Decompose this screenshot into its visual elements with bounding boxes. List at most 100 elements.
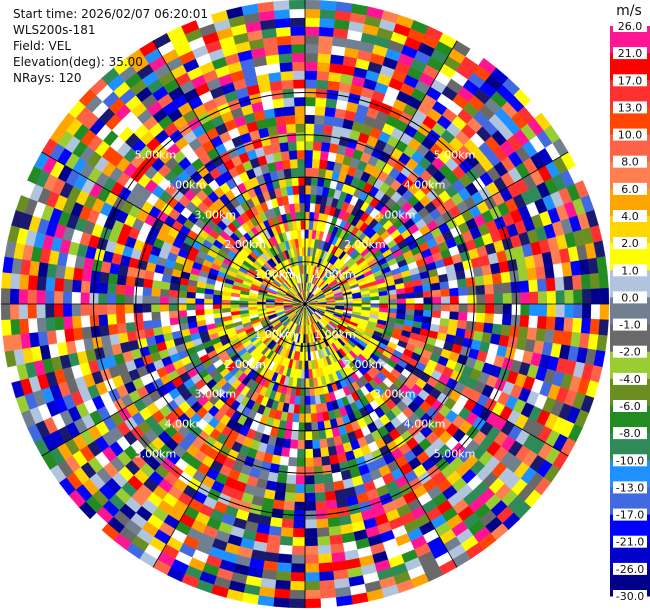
radar-gate xyxy=(312,141,323,152)
radar-gate xyxy=(63,328,75,343)
radar-gate xyxy=(317,61,331,73)
radar-gate xyxy=(221,307,231,313)
radar-gate xyxy=(501,282,512,294)
radar-gate xyxy=(285,474,297,485)
radar-gate xyxy=(195,309,205,316)
station-name-text: WLS200s-181 xyxy=(13,23,96,37)
radar-gate xyxy=(296,448,306,459)
radar-gate xyxy=(328,454,340,465)
radar-gate xyxy=(439,281,450,290)
radar-gate xyxy=(279,141,290,153)
radar-gate xyxy=(2,334,14,352)
radar-gate xyxy=(529,303,539,317)
radar-gate xyxy=(63,265,75,280)
radar-gate xyxy=(257,595,275,607)
radar-gate xyxy=(284,105,296,116)
radar-gate xyxy=(449,295,460,305)
radar-gate xyxy=(203,298,214,305)
radar-gate xyxy=(311,167,320,178)
radar-gate xyxy=(304,61,318,72)
radar-gate xyxy=(285,123,297,134)
radar-gate xyxy=(449,303,460,313)
radar-gate xyxy=(554,276,565,292)
radar-gate xyxy=(413,285,424,293)
radar-gate xyxy=(125,275,136,287)
radar-gate xyxy=(311,158,321,169)
radar-gate xyxy=(483,274,494,286)
radar-gate xyxy=(133,312,144,323)
radar-gate xyxy=(269,134,280,145)
radar-gate xyxy=(142,295,152,305)
radar-gate xyxy=(297,431,306,441)
radar-gate xyxy=(186,315,197,323)
radar-gate xyxy=(304,96,316,107)
radar-gate xyxy=(599,303,610,321)
radar-gate xyxy=(266,62,281,74)
start-time-text: Start time: 2026/02/07 06:20:01 xyxy=(13,7,208,21)
radar-gate xyxy=(414,303,424,311)
radar-gate xyxy=(304,229,310,239)
radar-gate xyxy=(9,303,20,320)
radar-gate xyxy=(276,35,292,46)
radar-gate xyxy=(322,473,334,484)
radar-gate xyxy=(159,303,169,312)
radar-gate xyxy=(298,185,306,195)
radar-gate xyxy=(314,492,326,503)
radar-gate xyxy=(203,303,214,310)
radar-gate xyxy=(304,589,321,600)
radar-gate xyxy=(278,544,293,555)
range-ring-label: 5.00km xyxy=(135,448,177,461)
radar-gate xyxy=(335,1,353,13)
radar-gate xyxy=(304,114,316,124)
radar-gate xyxy=(36,275,47,291)
radar-gate xyxy=(273,9,291,20)
radar-gate xyxy=(159,310,170,320)
radar-gate xyxy=(280,70,294,81)
radar-gate xyxy=(275,26,292,37)
radar-gate xyxy=(298,413,306,423)
radar-gate xyxy=(168,296,178,305)
radar-gate xyxy=(304,141,314,151)
radar-gate xyxy=(500,324,511,337)
radar-gate xyxy=(290,35,306,45)
range-ring-label: 3.00km xyxy=(374,208,416,221)
radar-gate xyxy=(177,297,187,305)
radar-gate xyxy=(294,96,306,107)
radar-gate xyxy=(293,194,300,204)
radar-gate xyxy=(290,430,299,441)
radar-gate xyxy=(186,291,196,299)
radar-gate xyxy=(311,439,321,450)
radar-gate xyxy=(441,296,451,305)
radar-gate xyxy=(144,327,155,339)
radar-gate xyxy=(599,287,610,305)
radar-gate xyxy=(150,303,161,313)
radar-gate xyxy=(301,238,306,248)
radar-gate xyxy=(299,202,306,213)
radar-gate xyxy=(133,303,143,314)
radar-gate xyxy=(316,70,330,81)
radar-gate xyxy=(329,62,344,74)
radar-gate xyxy=(292,70,306,80)
radar-gate xyxy=(304,360,309,370)
radar-gate xyxy=(275,571,292,582)
radar-gate xyxy=(177,303,187,311)
radar-gate xyxy=(304,193,311,204)
radar-gate xyxy=(466,312,477,323)
radar-gate xyxy=(598,272,609,289)
radar-gate xyxy=(135,329,146,340)
radar-gate xyxy=(555,303,566,318)
radar-gate xyxy=(596,334,608,352)
radar-gate xyxy=(304,132,315,142)
radar-gate xyxy=(151,319,162,329)
radar-gate xyxy=(319,9,337,20)
radar-gate xyxy=(304,17,321,28)
radar-gate xyxy=(280,150,290,161)
radar-gate xyxy=(62,316,74,330)
radar-gate xyxy=(323,482,335,493)
radar-gate xyxy=(536,278,548,292)
radar-gate xyxy=(396,298,407,305)
radar-gate xyxy=(304,158,313,168)
radar-gate xyxy=(327,516,341,528)
radar-gate xyxy=(294,484,306,494)
